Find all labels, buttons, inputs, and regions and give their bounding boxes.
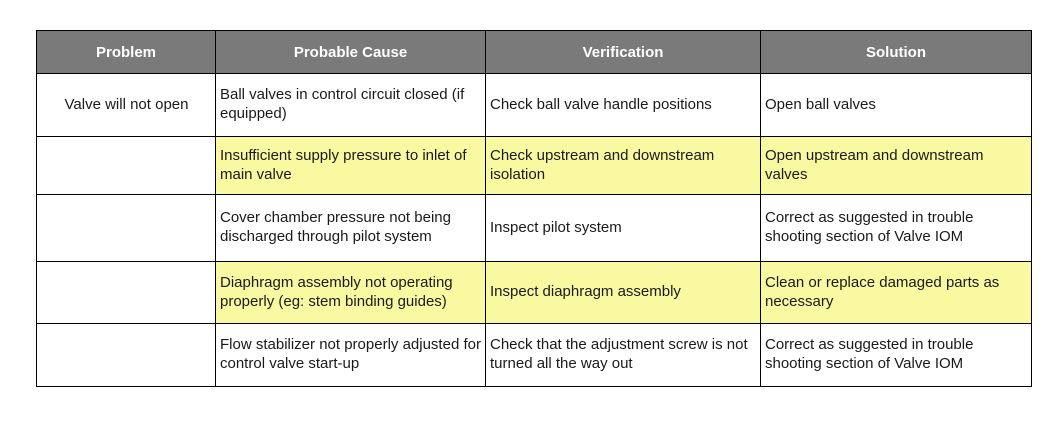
empty-problem-cell: [36, 136, 216, 195]
troubleshooting-table: Problem Probable Cause Verification Solu…: [36, 30, 1032, 387]
verification-cell: Inspect pilot system: [485, 194, 761, 262]
table-row: Cover chamber pressure not being dischar…: [36, 194, 1032, 262]
empty-problem-cell: [36, 261, 216, 324]
solution-cell: Open ball valves: [760, 73, 1032, 137]
solution-cell: Correct as suggested in trouble shooting…: [760, 194, 1032, 262]
cause-cell: Insufficient supply pressure to inlet of…: [215, 136, 486, 195]
header-verification: Verification: [485, 30, 761, 74]
cause-cell: Cover chamber pressure not being dischar…: [215, 194, 486, 262]
solution-cell: Clean or replace damaged parts as necess…: [760, 261, 1032, 324]
verification-cell: Check ball valve handle positions: [485, 73, 761, 137]
table-row: Valve will not open Ball valves in contr…: [36, 73, 1032, 137]
cause-cell: Flow stabilizer not properly adjusted fo…: [215, 323, 486, 387]
verification-cell: Check upstream and downstream isolation: [485, 136, 761, 195]
header-problem: Problem: [36, 30, 216, 74]
empty-problem-cell: [36, 194, 216, 262]
table-row: Diaphragm assembly not operating properl…: [36, 261, 1032, 324]
header-row: Problem Probable Cause Verification Solu…: [36, 30, 1032, 74]
verification-cell: Check that the adjustment screw is not t…: [485, 323, 761, 387]
table-row: Flow stabilizer not properly adjusted fo…: [36, 323, 1032, 387]
cause-cell: Ball valves in control circuit closed (i…: [215, 73, 486, 137]
header-probable-cause: Probable Cause: [215, 30, 486, 74]
problem-cell: Valve will not open: [36, 73, 216, 137]
cause-cell: Diaphragm assembly not operating properl…: [215, 261, 486, 324]
table-row: Insufficient supply pressure to inlet of…: [36, 136, 1032, 195]
solution-cell: Open upstream and downstream valves: [760, 136, 1032, 195]
verification-cell: Inspect diaphragm assembly: [485, 261, 761, 324]
header-solution: Solution: [760, 30, 1032, 74]
empty-problem-cell: [36, 323, 216, 387]
solution-cell: Correct as suggested in trouble shooting…: [760, 323, 1032, 387]
